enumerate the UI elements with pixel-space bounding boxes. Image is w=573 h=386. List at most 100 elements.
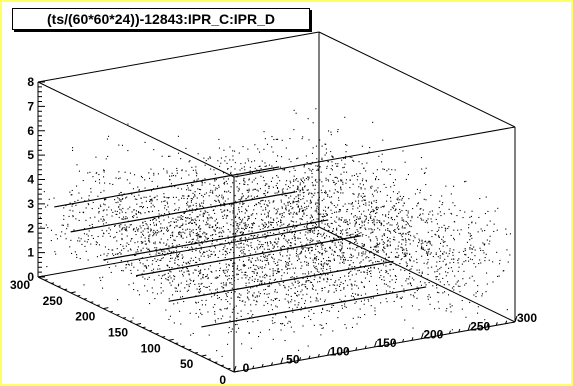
data-point xyxy=(315,224,317,226)
data-point xyxy=(289,268,291,270)
data-point xyxy=(444,230,446,232)
data-point xyxy=(292,202,294,204)
data-point xyxy=(413,260,415,262)
data-point xyxy=(214,311,216,313)
data-point xyxy=(396,294,398,296)
data-point xyxy=(388,222,390,224)
data-point xyxy=(240,294,242,296)
data-point xyxy=(452,270,454,272)
data-point xyxy=(309,257,311,259)
data-point xyxy=(228,278,230,280)
data-point xyxy=(204,182,206,184)
data-point xyxy=(355,301,357,303)
data-point xyxy=(313,279,315,281)
data-point xyxy=(205,237,207,239)
data-point xyxy=(210,189,212,191)
data-point xyxy=(356,229,358,231)
data-point xyxy=(370,211,372,213)
data-point xyxy=(144,187,146,189)
data-point xyxy=(203,200,205,202)
data-point xyxy=(389,263,391,265)
data-point xyxy=(286,195,288,197)
data-point xyxy=(216,288,218,290)
data-point xyxy=(188,222,190,224)
data-point xyxy=(206,286,208,288)
data-point xyxy=(160,277,162,279)
data-point xyxy=(318,258,320,260)
data-point xyxy=(349,187,351,189)
data-point xyxy=(376,239,378,241)
data-point xyxy=(138,228,140,230)
data-point xyxy=(321,287,323,289)
data-point xyxy=(274,291,276,293)
data-point xyxy=(209,183,211,185)
data-point xyxy=(137,246,139,248)
data-point xyxy=(317,213,319,215)
data-point xyxy=(255,251,257,253)
data-point xyxy=(83,284,85,286)
data-point xyxy=(226,222,228,224)
data-point xyxy=(422,219,424,221)
data-point xyxy=(357,246,359,248)
data-point xyxy=(171,175,173,177)
data-point xyxy=(464,248,466,250)
data-point xyxy=(229,203,231,205)
data-point xyxy=(355,273,357,275)
data-point xyxy=(382,214,384,216)
data-point xyxy=(99,277,101,279)
data-point xyxy=(269,232,271,234)
data-point xyxy=(357,293,359,295)
data-point xyxy=(383,246,385,248)
data-point xyxy=(391,216,393,218)
data-point xyxy=(329,190,331,192)
data-point xyxy=(321,235,323,237)
data-point xyxy=(289,180,291,182)
data-point xyxy=(197,235,199,237)
data-point xyxy=(435,278,437,280)
data-point xyxy=(103,176,105,178)
data-point xyxy=(429,303,431,305)
data-point xyxy=(120,199,122,201)
data-point xyxy=(274,270,276,272)
data-point xyxy=(333,291,335,293)
data-point xyxy=(365,170,367,172)
data-point xyxy=(308,192,310,194)
data-point xyxy=(179,226,181,228)
data-point xyxy=(291,263,293,265)
data-point xyxy=(200,248,202,250)
data-point xyxy=(265,235,267,237)
data-point xyxy=(368,257,370,259)
data-point xyxy=(145,266,147,268)
data-point xyxy=(155,234,157,236)
data-point xyxy=(110,209,112,211)
data-point xyxy=(246,296,248,298)
data-point xyxy=(98,244,100,246)
data-point xyxy=(399,211,401,213)
data-point xyxy=(200,255,202,257)
data-point xyxy=(439,257,441,259)
data-point xyxy=(194,191,196,193)
data-point xyxy=(407,216,409,218)
data-point xyxy=(222,196,224,198)
data-point xyxy=(437,301,439,303)
data-point xyxy=(306,275,308,277)
data-point xyxy=(78,219,80,221)
box-front-edges xyxy=(37,31,516,373)
data-point xyxy=(171,251,173,253)
data-point xyxy=(354,242,356,244)
data-point xyxy=(226,296,228,298)
data-point xyxy=(335,206,337,208)
data-point xyxy=(244,253,246,255)
data-point xyxy=(98,179,100,181)
data-point xyxy=(232,270,234,272)
data-point xyxy=(341,252,343,254)
data-point xyxy=(506,249,508,251)
x-tick xyxy=(280,357,284,364)
data-point xyxy=(329,284,331,286)
data-point xyxy=(236,267,238,269)
data-point xyxy=(230,282,232,284)
data-point xyxy=(436,261,438,263)
data-point xyxy=(114,199,116,201)
data-point xyxy=(356,285,358,287)
data-point xyxy=(136,249,138,251)
